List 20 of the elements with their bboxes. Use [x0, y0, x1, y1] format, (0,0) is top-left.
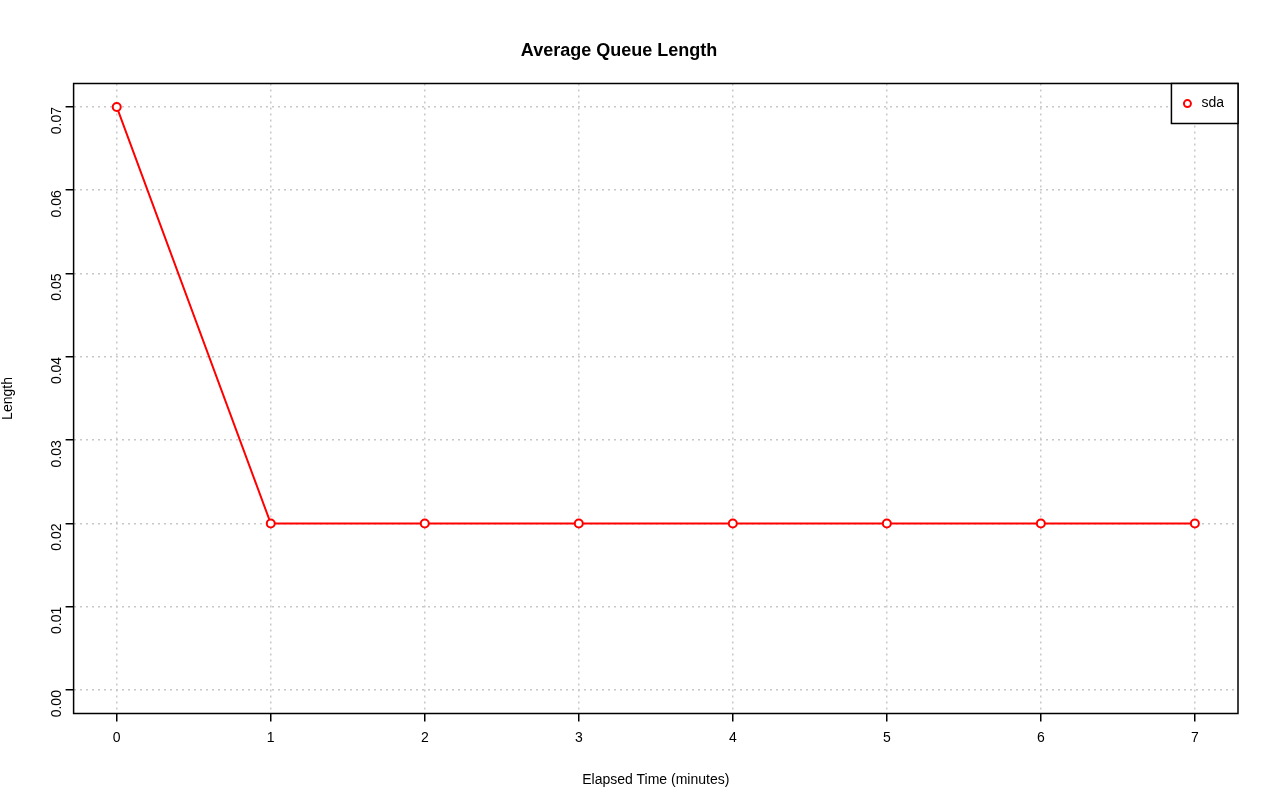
- x-tick-label: 3: [574, 728, 583, 745]
- x-tick-label: 5: [882, 728, 891, 745]
- y-tick-label: 0.02: [48, 523, 65, 551]
- legend-label: sda: [1201, 94, 1225, 111]
- y-tick-label: 0.07: [48, 106, 65, 135]
- x-tick-label: 1: [266, 728, 275, 745]
- y-tick-label: 0.01: [48, 606, 65, 635]
- x-axis-title: Elapsed Time (minutes): [582, 771, 730, 788]
- y-tick-label: 0.04: [48, 356, 65, 385]
- x-tick-label: 4: [728, 728, 737, 745]
- y-tick-label: 0.03: [48, 439, 65, 468]
- y-tick-label: 0.05: [48, 273, 65, 301]
- y-tick-label: 0.00: [48, 689, 65, 718]
- x-tick-label: 0: [112, 728, 121, 745]
- y-tick-label: 0.06: [48, 190, 65, 218]
- x-tick-label: 2: [420, 728, 429, 745]
- chart-title: Average Queue Length: [520, 39, 718, 60]
- x-tick-label: 6: [1036, 728, 1045, 745]
- x-tick-label: 7: [1190, 728, 1199, 745]
- y-axis-title: Length: [0, 377, 16, 420]
